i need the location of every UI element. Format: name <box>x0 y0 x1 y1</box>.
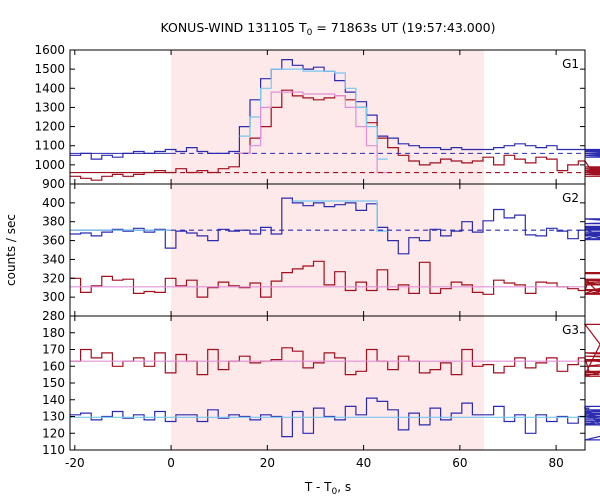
series-blue-step-0 <box>70 197 600 255</box>
series-red-step-1 <box>70 260 600 298</box>
y-tick-label: 380 <box>42 215 65 229</box>
y-tick-label: 360 <box>42 234 65 248</box>
y-tick-label: 400 <box>42 196 65 210</box>
panel-g1: 900 1000 1100 1200 1300 1400 1500 1600 G1 <box>34 43 600 191</box>
shaded-interval <box>171 184 484 316</box>
shaded-interval <box>171 316 484 450</box>
panel-label: G3 <box>562 323 579 337</box>
series-blue-step-0 <box>70 59 600 160</box>
y-tick-label: 1300 <box>34 100 65 114</box>
y-tick-label: 280 <box>42 309 65 323</box>
x-axis-label: T - T0, s <box>304 480 351 497</box>
series-blue-step-1 <box>70 397 600 441</box>
x-tick-label: 40 <box>356 456 371 470</box>
panel-label: G1 <box>562 57 579 71</box>
y-tick-label: 180 <box>42 326 65 340</box>
y-tick-label: 1500 <box>34 62 65 76</box>
y-tick-label: 160 <box>42 359 65 373</box>
series-cyan-step-2 <box>292 200 388 232</box>
y-tick-label: 300 <box>42 290 65 304</box>
y-tick-label: 1600 <box>34 43 65 57</box>
panel-g2: 280 300 320 340 360 380 400 G2 <box>42 183 600 323</box>
series-red-step-0 <box>70 323 600 377</box>
y-tick-label: 1400 <box>34 81 65 95</box>
x-tick-label: -20 <box>65 456 85 470</box>
series-red-step-1 <box>70 89 600 181</box>
x-tick-label: 20 <box>260 456 275 470</box>
y-tick-label: 1200 <box>34 120 65 134</box>
y-tick-label: 320 <box>42 271 65 285</box>
x-tick-label: 80 <box>548 456 563 470</box>
y-tick-label: 1100 <box>34 139 65 153</box>
chart-title: KONUS-WIND 131105 T0 = 71863s UT (19:57:… <box>160 20 495 38</box>
shaded-interval <box>171 50 484 184</box>
series-cyan-step-2 <box>239 68 388 160</box>
x-tick-label: 60 <box>452 456 467 470</box>
panel-g3: 110 120 130 140 150 160 170 180 -20 0 20 40 60 80 G3 <box>42 315 600 470</box>
y-tick-label: 120 <box>42 426 65 440</box>
y-tick-label: 140 <box>42 393 65 407</box>
y-tick-label: 340 <box>42 252 65 266</box>
x-tick-label: 0 <box>167 456 175 470</box>
y-tick-label: 110 <box>42 443 65 457</box>
y-tick-label: 150 <box>42 376 65 390</box>
panel-label: G2 <box>562 191 579 205</box>
series-pink-step-3 <box>239 91 388 174</box>
y-tick-label: 1000 <box>34 158 65 172</box>
panels-group: 9001000110012001300140015001600G12803003… <box>34 43 600 470</box>
y-axis-label: counts / sec <box>4 214 18 286</box>
y-tick-label: 900 <box>42 177 65 191</box>
y-tick-label: 170 <box>42 343 65 357</box>
y-tick-label: 130 <box>42 410 65 424</box>
